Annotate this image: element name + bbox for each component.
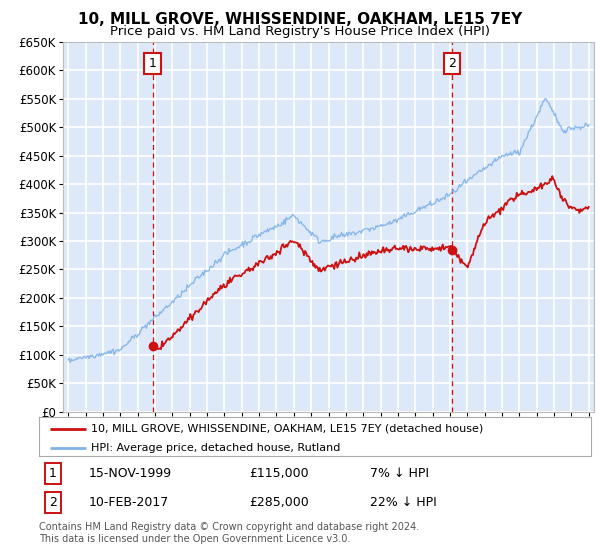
Text: 10, MILL GROVE, WHISSENDINE, OAKHAM, LE15 7EY: 10, MILL GROVE, WHISSENDINE, OAKHAM, LE1… — [78, 12, 522, 27]
Text: 10-FEB-2017: 10-FEB-2017 — [89, 496, 169, 509]
Text: 1: 1 — [149, 57, 157, 70]
Text: 7% ↓ HPI: 7% ↓ HPI — [370, 467, 429, 480]
Text: 2: 2 — [49, 496, 57, 509]
Text: £285,000: £285,000 — [249, 496, 308, 509]
Text: 15-NOV-1999: 15-NOV-1999 — [89, 467, 172, 480]
Text: HPI: Average price, detached house, Rutland: HPI: Average price, detached house, Rutl… — [91, 443, 341, 453]
Text: 22% ↓ HPI: 22% ↓ HPI — [370, 496, 437, 509]
Text: Price paid vs. HM Land Registry's House Price Index (HPI): Price paid vs. HM Land Registry's House … — [110, 25, 490, 38]
Text: £115,000: £115,000 — [249, 467, 308, 480]
Text: 1: 1 — [49, 467, 57, 480]
Text: Contains HM Land Registry data © Crown copyright and database right 2024.
This d: Contains HM Land Registry data © Crown c… — [39, 522, 419, 544]
Text: 2: 2 — [448, 57, 456, 70]
Text: 10, MILL GROVE, WHISSENDINE, OAKHAM, LE15 7EY (detached house): 10, MILL GROVE, WHISSENDINE, OAKHAM, LE1… — [91, 424, 484, 434]
